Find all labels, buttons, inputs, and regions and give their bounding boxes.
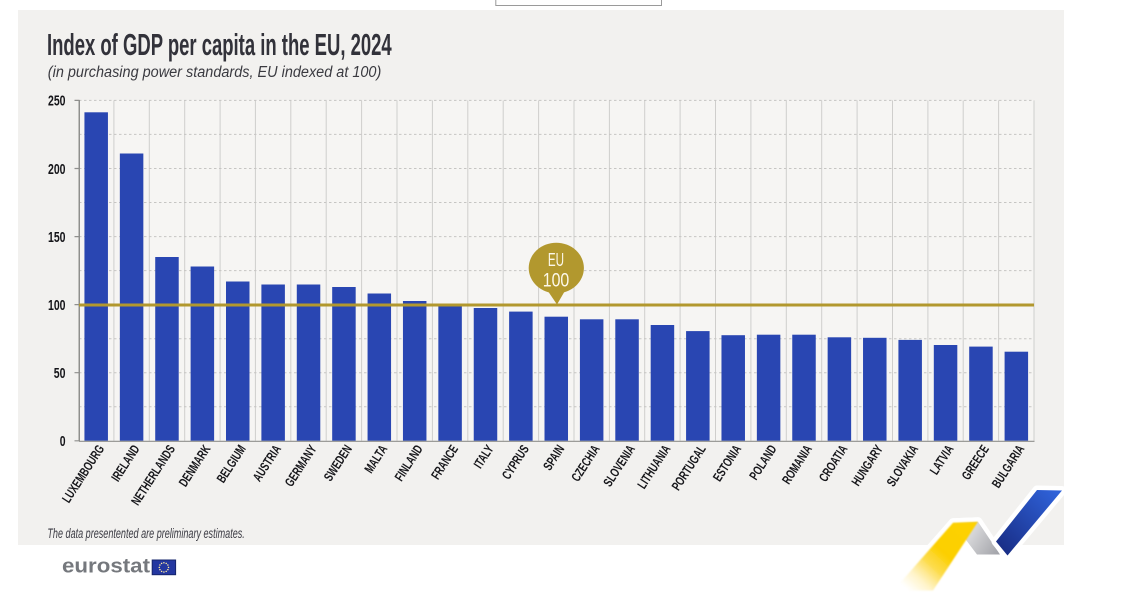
svg-text:The data presentented are prel: The data presentented are preliminary es…: [47, 526, 244, 541]
svg-text:(in purchasing power standards: (in purchasing power standards, EU index…: [48, 64, 382, 81]
svg-text:eurostat: eurostat: [62, 556, 150, 578]
svg-text:200: 200: [48, 161, 66, 178]
svg-text:100: 100: [48, 297, 66, 314]
svg-text:Index of GDP per capita in the: Index of GDP per capita in the EU, 2024: [47, 27, 392, 62]
svg-text:EU: EU: [548, 249, 564, 270]
svg-text:0: 0: [60, 433, 66, 450]
svg-text:50: 50: [54, 365, 66, 382]
svg-text:250: 250: [48, 93, 66, 110]
svg-text:100: 100: [543, 270, 570, 292]
svg-text:150: 150: [48, 229, 66, 246]
